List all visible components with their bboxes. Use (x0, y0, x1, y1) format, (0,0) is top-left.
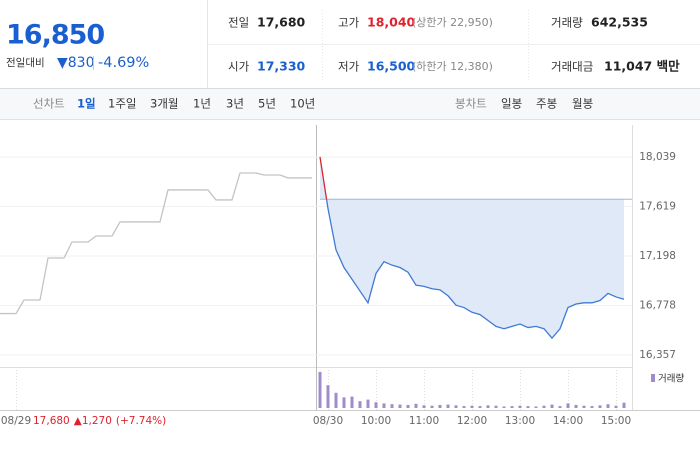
volume-bar (534, 406, 538, 408)
volume-bar (382, 403, 386, 408)
volume-bar (358, 401, 362, 408)
stat-label: 저가 (338, 60, 360, 74)
volume-bar (518, 405, 522, 408)
tab[interactable]: 월봉 (572, 97, 593, 111)
tab[interactable]: 3개월 (150, 97, 178, 111)
tab[interactable]: 일봉 (501, 97, 522, 111)
volume-bar (398, 404, 402, 408)
tab[interactable]: 주봉 (536, 97, 557, 111)
price-line (325, 199, 625, 340)
tab[interactable]: 1년 (193, 97, 211, 111)
volume-legend-swatch (651, 374, 655, 382)
volume-bar (614, 405, 618, 408)
volume-bar (414, 403, 418, 408)
volume-bar (446, 404, 450, 408)
tab[interactable]: 1일 (77, 97, 96, 111)
volume-bar (574, 404, 578, 408)
stat-value: 642,535 (591, 15, 648, 30)
volume-bar (438, 404, 442, 408)
x-tick-label: 08/29 (1, 415, 31, 427)
volume-bar (430, 405, 434, 408)
volume-bar (334, 392, 338, 408)
volume-bar (542, 405, 546, 408)
volume-bar (390, 404, 394, 408)
y-tick-label: 18,039 (639, 151, 676, 163)
x-tick-label: 11:00 (409, 415, 439, 427)
stat-label: 거래량 (551, 16, 583, 30)
volume-bar (478, 406, 482, 408)
volume-bar (606, 404, 610, 408)
stat-value: 18,040 (367, 15, 416, 30)
volume-bar (622, 402, 626, 408)
tab-bar (0, 89, 700, 119)
volume-bar (598, 405, 602, 408)
volume-bar (590, 406, 594, 408)
y-tick-label: 16,357 (639, 349, 676, 361)
price-line (0, 172, 312, 315)
volume-bar (502, 406, 506, 408)
prev-change-pct: (+7.74%) (116, 415, 166, 427)
y-tick-label: 17,198 (639, 250, 676, 262)
stat-label: 고가 (338, 16, 360, 30)
volume-bar (462, 406, 466, 408)
stat-label: 시가 (228, 60, 250, 74)
stat-value: 11,047 백만 (604, 59, 680, 74)
volume-bar (582, 405, 586, 408)
volume-bar (350, 396, 354, 408)
tab-group-label: 봉차트 (455, 97, 487, 111)
prev-close-annotation: 17,680 ▲1,270 (+7.74%) (33, 415, 166, 427)
volume-bar (494, 405, 498, 408)
x-tick-label: 14:00 (553, 415, 583, 427)
volume-bar (486, 405, 490, 408)
volume-bar (318, 371, 322, 408)
area (320, 156, 624, 339)
volume-bar (374, 402, 378, 408)
volume-bar (454, 405, 458, 408)
y-tick-label: 17,619 (639, 200, 676, 212)
x-tick-label: 10:00 (361, 415, 391, 427)
stat-value: 16,500 (367, 59, 416, 74)
stat-value: 17,330 (257, 59, 306, 74)
tab[interactable]: 5년 (258, 97, 276, 111)
change-label: 전일대비 (6, 56, 45, 69)
volume-bar (566, 403, 570, 408)
stat-label: 전일 (228, 16, 249, 30)
change-amount: ▼830 (57, 55, 95, 71)
volume-bar (342, 397, 346, 408)
x-tick-label: 12:00 (457, 415, 487, 427)
volume-legend: 거래량 (658, 373, 684, 385)
x-tick-label: 13:00 (505, 415, 535, 427)
tab[interactable]: 3년 (226, 97, 244, 111)
current-price: 16,850 (6, 20, 104, 51)
stat-label: 거래대금 (551, 60, 593, 74)
volume-bar (406, 404, 410, 408)
volume-bar (326, 385, 330, 408)
volume-bar (550, 404, 554, 408)
stat-note: (하한가 12,380) (412, 59, 493, 73)
change-percent: -4.69% (98, 55, 149, 71)
volume-bar (470, 405, 474, 408)
volume-bar (366, 399, 370, 408)
prev-change: ▲1,270 (74, 415, 112, 427)
tab[interactable]: 1주일 (108, 97, 136, 111)
prev-close: 17,680 (33, 415, 70, 427)
x-tick-label: 08/30 (313, 415, 343, 427)
volume-bar (558, 406, 562, 408)
volume-bar (422, 405, 426, 408)
stat-note: (상한가 22,950) (412, 16, 493, 29)
x-tick-label: 15:00 (601, 415, 631, 427)
tab[interactable]: 10년 (290, 97, 315, 111)
volume-bar (526, 406, 530, 408)
tab-group-label: 선차트 (33, 97, 65, 111)
stat-value: 17,680 (257, 15, 306, 30)
y-tick-label: 16,778 (639, 299, 676, 311)
volume-bar (510, 406, 514, 408)
